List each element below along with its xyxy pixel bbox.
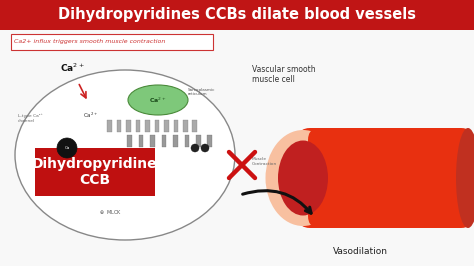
FancyBboxPatch shape [128,135,132,147]
FancyBboxPatch shape [155,120,159,132]
FancyBboxPatch shape [127,120,131,132]
FancyBboxPatch shape [196,135,201,147]
Ellipse shape [456,128,474,228]
FancyBboxPatch shape [308,128,468,228]
Text: Ca$^{2+}$: Ca$^{2+}$ [60,62,84,74]
Text: L-type Ca²⁺
channel: L-type Ca²⁺ channel [18,113,43,123]
FancyBboxPatch shape [0,0,474,30]
Text: Ca2+ influx triggers smooth muscle contraction: Ca2+ influx triggers smooth muscle contr… [14,39,165,44]
FancyBboxPatch shape [108,120,112,132]
Ellipse shape [265,130,340,226]
Text: $\oplus$  MLCK: $\oplus$ MLCK [99,208,121,216]
FancyBboxPatch shape [164,120,169,132]
Circle shape [57,138,77,158]
FancyBboxPatch shape [35,148,155,196]
FancyBboxPatch shape [185,135,189,147]
Ellipse shape [278,140,328,215]
FancyBboxPatch shape [150,135,155,147]
Text: Muscle
Contraction: Muscle Contraction [252,157,277,166]
FancyBboxPatch shape [162,135,166,147]
Circle shape [191,144,199,152]
Ellipse shape [15,70,235,240]
Text: Vasodilation: Vasodilation [332,247,388,256]
FancyBboxPatch shape [173,120,178,132]
Text: Ca: Ca [64,146,70,150]
FancyBboxPatch shape [192,120,197,132]
FancyBboxPatch shape [139,135,144,147]
FancyBboxPatch shape [173,135,178,147]
Text: Dihydropyridines CCBs dilate blood vessels: Dihydropyridines CCBs dilate blood vesse… [58,7,416,23]
FancyBboxPatch shape [183,120,188,132]
FancyBboxPatch shape [11,34,213,50]
Ellipse shape [128,85,188,115]
FancyBboxPatch shape [145,120,150,132]
Text: Vascular smooth
muscle cell: Vascular smooth muscle cell [252,65,316,84]
FancyBboxPatch shape [298,128,473,228]
FancyBboxPatch shape [313,130,468,176]
Text: Sarcoplasmic
reticulum: Sarcoplasmic reticulum [188,88,215,96]
FancyBboxPatch shape [117,120,121,132]
Text: Dihydropyridine
CCB: Dihydropyridine CCB [32,157,158,187]
FancyBboxPatch shape [208,135,212,147]
Circle shape [201,144,209,152]
Text: Ca$^{2+}$: Ca$^{2+}$ [83,110,99,120]
Text: Ca$^{2+}$: Ca$^{2+}$ [149,95,167,105]
FancyBboxPatch shape [136,120,140,132]
